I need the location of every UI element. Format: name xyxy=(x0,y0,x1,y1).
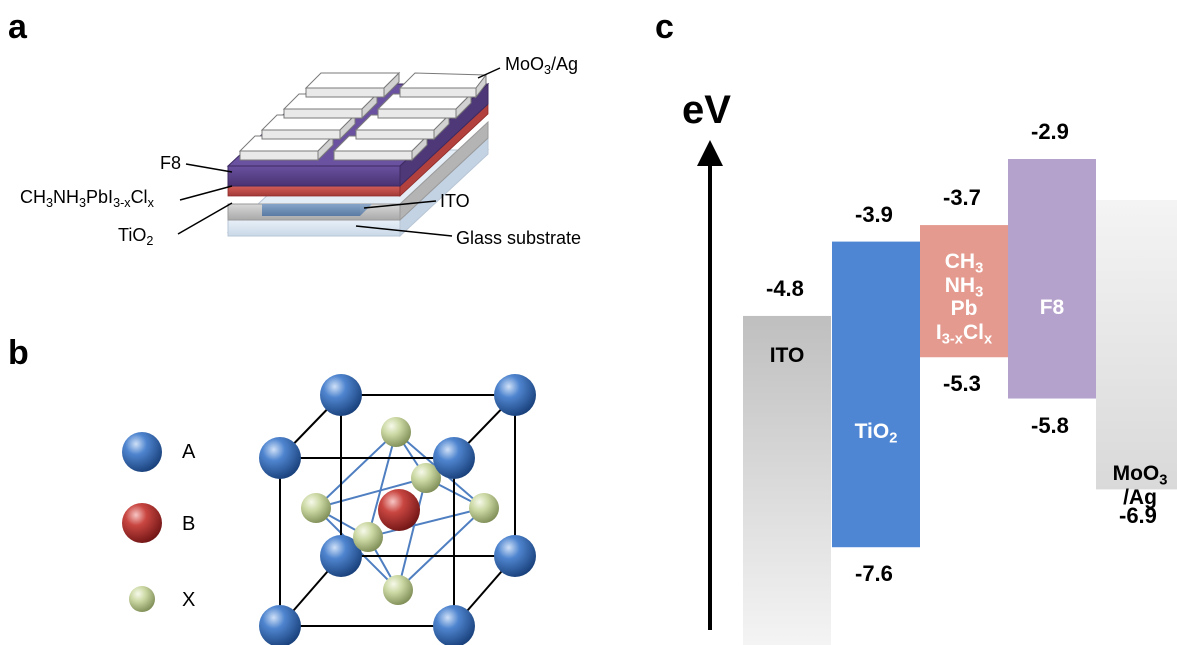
contact-pad xyxy=(354,113,451,141)
x-site-sphere xyxy=(301,493,331,523)
label-ito: ITO xyxy=(440,191,470,211)
a-site-sphere xyxy=(494,374,536,416)
red-sphere-icon xyxy=(122,503,162,543)
contact-pad xyxy=(332,134,429,162)
leader-line-glass xyxy=(355,225,453,237)
b-site-sphere xyxy=(378,489,420,531)
contact-pad xyxy=(282,92,379,120)
energy-value-label: -4.8 xyxy=(766,275,804,301)
label-tio2: TiO2 xyxy=(118,225,154,248)
leader-line-perovskite xyxy=(179,185,233,201)
energy-value-label: -3.9 xyxy=(855,201,893,227)
panel-label-c: c xyxy=(655,8,674,46)
axis-label-ev: eV xyxy=(682,88,731,132)
green-sphere-icon xyxy=(129,586,155,612)
energy-value-label: -5.8 xyxy=(1031,412,1069,438)
energy-value-label: -6.9 xyxy=(1119,503,1157,529)
contact-pad xyxy=(398,72,487,99)
a-site-sphere xyxy=(433,437,475,479)
label-moo3-ag: MoO3/Ag xyxy=(505,54,579,77)
a-site-sphere xyxy=(320,535,362,577)
contact-pad xyxy=(260,113,357,141)
energy-value-label: -3.7 xyxy=(943,185,981,211)
a-site-sphere xyxy=(494,535,536,577)
label-perovskite: CH3NH3PbI3-xClx xyxy=(20,187,154,210)
contact-pad xyxy=(304,71,401,99)
x-site-sphere xyxy=(381,417,411,447)
panel-label-a: a xyxy=(8,8,27,46)
energy-axis-arrow xyxy=(697,140,723,630)
legend-label-b: B xyxy=(182,513,196,535)
contact-pads xyxy=(238,71,487,162)
energy-value-label: -2.9 xyxy=(1031,119,1069,144)
panel-label-b: b xyxy=(8,334,29,372)
bar-name-label: ITO xyxy=(769,344,805,367)
x-site-sphere xyxy=(469,493,499,523)
a-site-sphere xyxy=(433,605,475,645)
leader-line-f8 xyxy=(185,163,233,173)
bar-name-label: TiO2 xyxy=(854,420,898,447)
energy-value-label: -7.6 xyxy=(855,561,893,587)
contact-pad xyxy=(238,134,335,162)
energy-bar-ito xyxy=(743,315,831,645)
x-site-sphere xyxy=(353,522,383,552)
legend-label-x: X xyxy=(182,589,196,611)
energy-bar-moo3-ag xyxy=(1096,200,1177,490)
energy-bar-ch3nh3pbi3-xclx xyxy=(920,225,1008,358)
legend-label-a: A xyxy=(182,441,196,463)
perovskite-unit-cell xyxy=(259,374,536,645)
blue-sphere-icon xyxy=(122,432,162,472)
x-site-sphere xyxy=(383,575,413,605)
leader-line-ito xyxy=(363,200,437,209)
label-f8: F8 xyxy=(160,153,182,173)
ito-layer-front xyxy=(262,204,360,216)
bar-name-label: F8 xyxy=(1039,296,1065,319)
energy-value-label: -5.3 xyxy=(943,371,981,397)
bar-name-label: MoO3/Ag xyxy=(1112,462,1168,509)
a-site-sphere xyxy=(259,605,301,645)
energy-bar-f8 xyxy=(1008,159,1096,399)
bar-name-label: CH3 NH3 Pb I3-xClx xyxy=(935,250,993,347)
a-site-sphere xyxy=(320,374,362,416)
leader-lines xyxy=(177,67,501,237)
leader-line-moo3 xyxy=(477,67,501,79)
contact-pad xyxy=(376,92,473,120)
energy-level-bars xyxy=(743,159,1177,645)
a-site-sphere xyxy=(259,437,301,479)
label-glass-substrate: Glass substrate xyxy=(456,228,582,248)
leader-line-tio2 xyxy=(177,202,233,235)
energy-bar-tio2 xyxy=(832,241,920,548)
x-site-sphere xyxy=(411,463,441,493)
